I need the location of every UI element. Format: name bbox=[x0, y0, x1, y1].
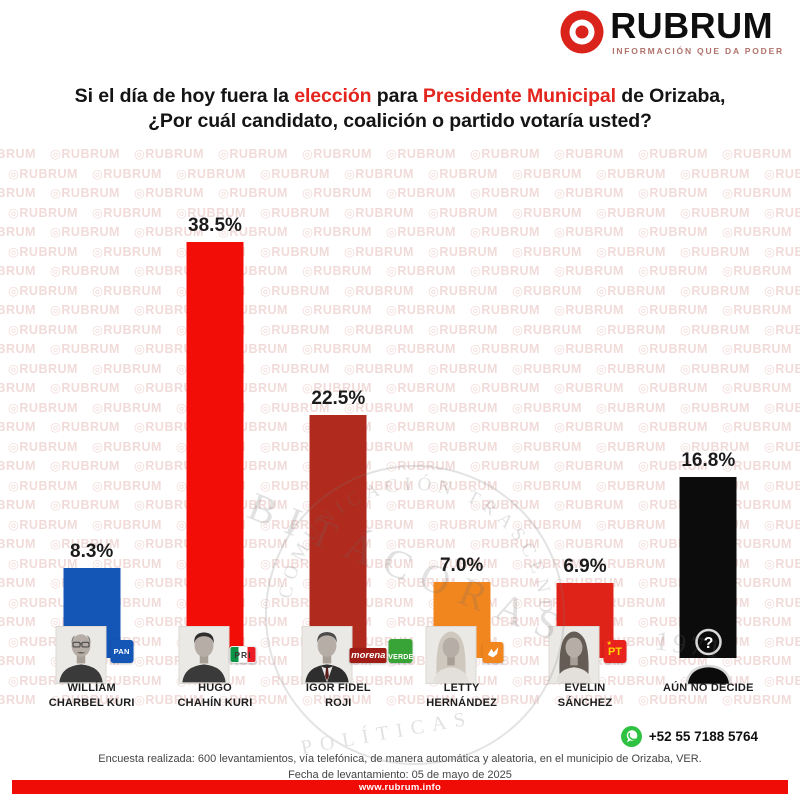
poll-bar: PAN bbox=[56, 568, 134, 683]
pri-logo: PRI bbox=[229, 646, 257, 663]
candidate-photo bbox=[179, 627, 229, 683]
candidate-name: WILLÍAM CHARBEL KURI bbox=[30, 681, 153, 710]
candidate-name-line: AÚN NO DECIDE bbox=[663, 682, 754, 694]
survey-methodology: Encuesta realizada: 600 levantamientos, … bbox=[0, 752, 800, 784]
candidate-photo: ? bbox=[681, 625, 735, 685]
title-text: para bbox=[371, 85, 423, 107]
candidate-name-line: CHARBEL KURI bbox=[48, 696, 135, 709]
candidate-name-line: HERNÁNDEZ bbox=[426, 696, 498, 709]
party-logos: ★ PT bbox=[603, 640, 627, 663]
whatsapp-number[interactable]: +52 55 7188 5764 bbox=[648, 729, 758, 744]
candidate-name: EVELIN SÁNCHEZ bbox=[523, 681, 646, 710]
candidate-name-line: EVELIN bbox=[564, 682, 606, 694]
candidate-name-line: CHAHÍN KURI bbox=[177, 696, 253, 709]
website-bar[interactable]: www.rubrum.info bbox=[12, 780, 788, 794]
svg-text:?: ? bbox=[703, 635, 713, 652]
bullseye-icon bbox=[560, 10, 604, 54]
title-text: de Orizaba, bbox=[615, 85, 726, 107]
bar-group: 7.0% LETTY HERNÁNDEZ bbox=[400, 145, 523, 710]
pan-logo: PAN bbox=[110, 640, 134, 663]
poll-bar: ? bbox=[679, 477, 737, 685]
brand-tagline: INFORMACIÓN QUE DA PODER bbox=[612, 45, 784, 56]
survey-note-line1: Encuesta realizada: 600 levantamientos, … bbox=[98, 753, 702, 765]
whatsapp-icon bbox=[620, 726, 642, 747]
candidate-photo bbox=[56, 627, 106, 683]
title-highlight: elección bbox=[294, 85, 372, 107]
party-logos: morena VERDE bbox=[349, 639, 413, 663]
bar-value-label: 22.5% bbox=[311, 388, 366, 409]
candidate-name-line: HUGO bbox=[198, 682, 232, 694]
candidate-photo bbox=[426, 627, 476, 683]
bar-group: 6.9% ★ PT EVELIN SÁNCHEZ bbox=[523, 145, 646, 710]
survey-note-line2: Fecha de levantamiento: 05 de mayo de 20… bbox=[288, 768, 512, 781]
bar-value-label: 16.8% bbox=[681, 450, 736, 471]
bar-value-label: 8.3% bbox=[70, 541, 114, 562]
party-logos: PAN bbox=[110, 640, 134, 663]
party-logos: PRI bbox=[229, 646, 257, 663]
bar-group: 16.8% ? AÚN NO DECIDE bbox=[647, 145, 770, 710]
candidate-name-line: LETTY bbox=[443, 682, 480, 694]
bar-group: 22.5% morena VERDE IGOR FIDEL ROJI bbox=[277, 145, 413, 710]
candidate-name-line: IGOR FIDEL bbox=[305, 682, 371, 694]
poll-title-line1: Si el día de hoy fuera la elección para … bbox=[0, 84, 800, 109]
candidate-name-line: WILLÍAM bbox=[67, 682, 116, 694]
mc-logo bbox=[482, 642, 504, 663]
candidate-photo bbox=[302, 627, 352, 683]
brand-name: RUBRUM bbox=[610, 5, 774, 46]
verde-logo: VERDE bbox=[388, 639, 413, 663]
candidate-name-line: SÁNCHEZ bbox=[557, 696, 613, 709]
bar-value-label: 38.5% bbox=[188, 215, 242, 236]
candidate-name: IGOR FIDEL ROJI bbox=[277, 681, 400, 710]
poll-bar: ★ PT bbox=[549, 583, 627, 683]
title-highlight: Presidente Municipal bbox=[422, 85, 616, 107]
rubrum-logo: RUBRUM INFORMACIÓN QUE DA PODER bbox=[559, 5, 784, 56]
poll-bar: morena VERDE bbox=[302, 415, 413, 683]
candidate-name: AÚN NO DECIDE bbox=[647, 681, 770, 696]
candidate-name: LETTY HERNÁNDEZ bbox=[400, 681, 523, 710]
poll-bar bbox=[426, 582, 504, 683]
morena-logo: morena bbox=[349, 648, 387, 663]
bar-group: 8.3% PAN WILLÍAM CHARBEL KURI bbox=[30, 145, 153, 710]
website-url[interactable]: www.rubrum.info bbox=[358, 781, 442, 793]
candidate-name: HUGO CHAHÍN KURI bbox=[153, 681, 276, 710]
bar-chart: 8.3% PAN WILLÍAM CHARBEL KURI 38.5% PRI H… bbox=[30, 145, 770, 710]
candidate-name-line: ROJI bbox=[325, 696, 352, 709]
poll-bar: PRI bbox=[179, 242, 257, 683]
whatsapp-contact[interactable]: +52 55 7188 5764 bbox=[620, 726, 758, 747]
bar-value-label: 6.9% bbox=[563, 556, 607, 577]
candidate-photo bbox=[549, 627, 599, 683]
bar-group: 38.5% PRI HUGO CHAHÍN KURI bbox=[153, 145, 276, 710]
party-logos bbox=[482, 642, 504, 663]
bar-value-label: 7.0% bbox=[439, 555, 484, 576]
title-text: Si el día de hoy fuera la bbox=[74, 85, 295, 107]
page-title: Si el día de hoy fuera la elección para … bbox=[0, 84, 800, 134]
pt-logo: ★ PT bbox=[603, 640, 627, 663]
poll-title-line2: ¿Por cuál candidato, coalición o partido… bbox=[148, 110, 652, 132]
